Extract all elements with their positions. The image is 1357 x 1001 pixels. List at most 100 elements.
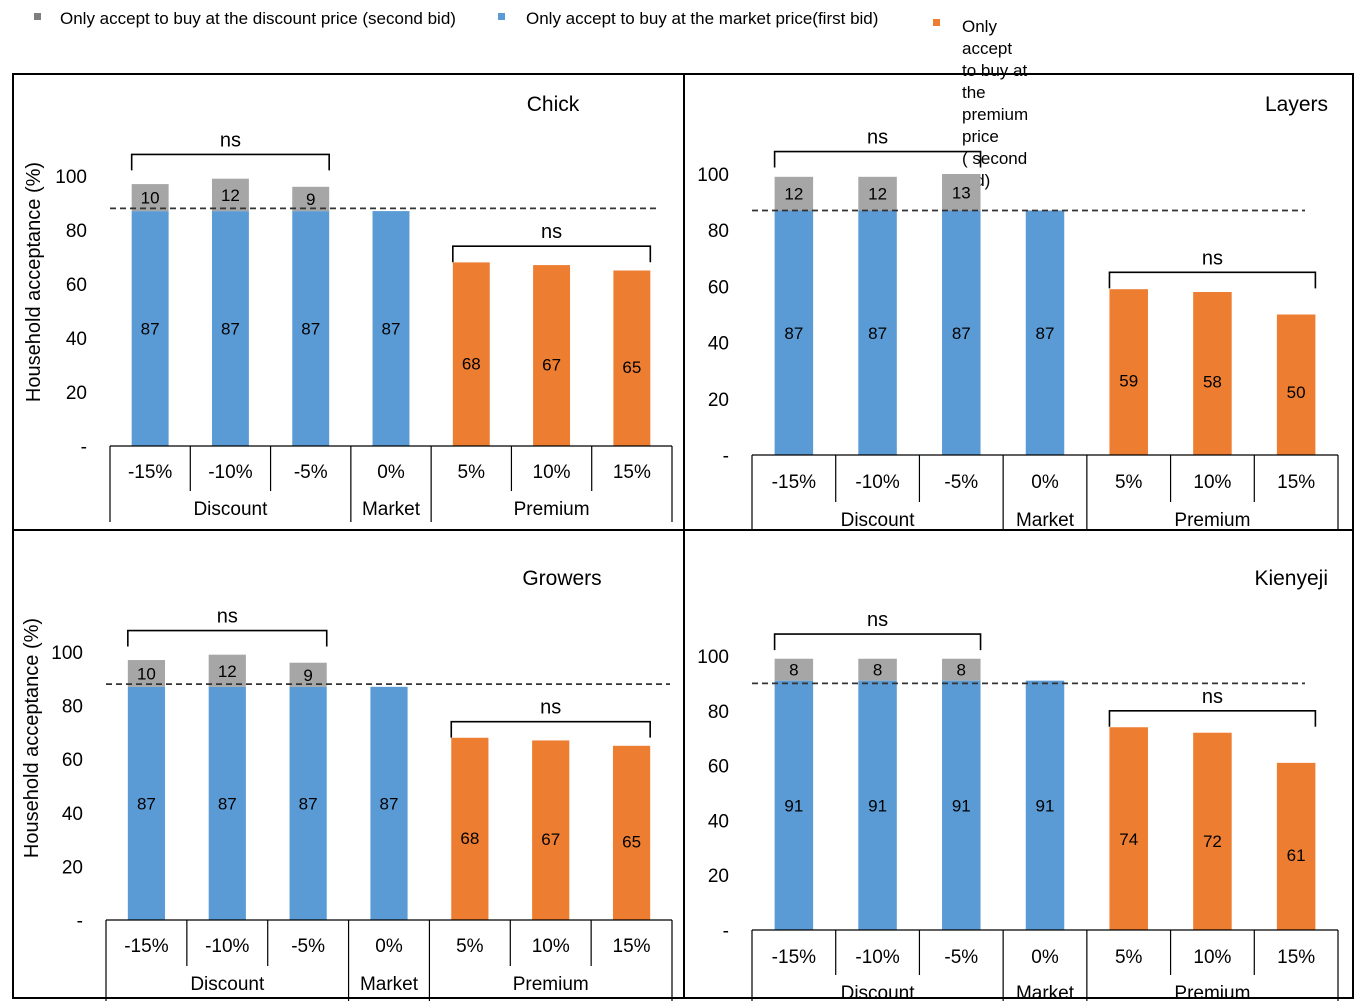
data-label-market: 87 bbox=[952, 324, 971, 343]
x-tick-label: 10% bbox=[1193, 947, 1231, 968]
bar-market bbox=[774, 680, 814, 930]
y-tick-label: - bbox=[77, 911, 83, 932]
data-label-market: 87 bbox=[1036, 324, 1055, 343]
y-tick-label: 60 bbox=[66, 275, 87, 296]
bar-premium bbox=[1276, 314, 1316, 455]
x-group-label: Premium bbox=[513, 974, 589, 995]
chart-title: Kienyeji bbox=[1254, 567, 1328, 590]
data-label-market: 91 bbox=[1036, 796, 1055, 815]
y-axis-label: Household acceptance (%) bbox=[21, 618, 43, 858]
data-label-discount: 9 bbox=[306, 190, 315, 209]
x-tick-label: -5% bbox=[944, 947, 978, 968]
bar-premium bbox=[1276, 762, 1316, 930]
x-tick-label: -10% bbox=[855, 947, 899, 968]
bar-market bbox=[942, 680, 981, 930]
significance-bracket bbox=[773, 633, 982, 651]
bar-discount bbox=[774, 176, 814, 211]
y-tick-label: 80 bbox=[62, 697, 83, 718]
horizontal-divider bbox=[12, 529, 1354, 531]
data-label-premium: 67 bbox=[541, 830, 560, 849]
data-label-market: 87 bbox=[137, 794, 156, 813]
x-group-label: Market bbox=[1016, 983, 1075, 1001]
x-group-label: Premium bbox=[1174, 983, 1250, 1001]
data-label-market: 87 bbox=[299, 794, 318, 813]
bar-market bbox=[208, 686, 246, 920]
bar-premium bbox=[1193, 292, 1232, 455]
x-tick-label: 0% bbox=[1031, 472, 1059, 493]
significance-label: ns bbox=[867, 609, 888, 631]
y-tick-label: 80 bbox=[708, 702, 729, 723]
chart-panel-kienyeji: Kienyeji - 20 40 60 80 100 91 8 91 8 91 8 91 74 72 61 -15… bbox=[697, 567, 1339, 1001]
y-tick-label: 100 bbox=[55, 167, 87, 188]
data-label-market: 91 bbox=[868, 796, 887, 815]
x-tick-label: 15% bbox=[1277, 472, 1315, 493]
y-tick-label: - bbox=[723, 446, 729, 467]
y-tick-label: 20 bbox=[708, 390, 729, 411]
significance-label: ns bbox=[1202, 247, 1223, 269]
bar-market bbox=[370, 686, 408, 920]
x-tick-label: -5% bbox=[944, 472, 978, 493]
data-label-discount: 12 bbox=[218, 662, 237, 681]
x-tick-label: -10% bbox=[208, 462, 252, 483]
data-label-market: 87 bbox=[221, 320, 240, 339]
y-tick-label: 40 bbox=[66, 329, 87, 350]
bar-discount bbox=[774, 658, 814, 681]
bar-market bbox=[942, 210, 981, 455]
legend-swatch-market bbox=[498, 13, 505, 20]
data-label-premium: 50 bbox=[1287, 383, 1306, 402]
bar-premium bbox=[1193, 732, 1232, 930]
y-tick-label: 60 bbox=[62, 750, 83, 771]
x-tick-label: 15% bbox=[1277, 947, 1315, 968]
y-tick-label: 100 bbox=[697, 165, 729, 186]
significance-label: ns bbox=[541, 221, 562, 243]
chart-panel-chick: Chick Household acceptance (%) - 20 40 60 80 10… bbox=[23, 93, 673, 522]
chart-title: Growers bbox=[522, 567, 601, 590]
bar-premium bbox=[612, 745, 651, 920]
y-tick-label: 100 bbox=[51, 643, 83, 664]
data-label-premium: 61 bbox=[1287, 846, 1306, 865]
bar-market bbox=[211, 211, 249, 446]
bar-market bbox=[289, 686, 327, 920]
data-label-market: 87 bbox=[382, 320, 401, 339]
data-label-premium: 65 bbox=[622, 358, 641, 377]
bar-discount bbox=[208, 654, 246, 687]
x-group-label: Premium bbox=[514, 499, 590, 520]
y-tick-label: 40 bbox=[708, 334, 729, 355]
bar-market bbox=[774, 210, 814, 455]
bar-market bbox=[858, 210, 897, 455]
x-tick-label: 5% bbox=[458, 462, 486, 483]
data-label-discount: 10 bbox=[137, 664, 156, 683]
bar-market bbox=[131, 211, 169, 446]
data-label-discount: 12 bbox=[221, 186, 240, 205]
x-tick-label: 15% bbox=[613, 936, 651, 957]
x-tick-label: -5% bbox=[291, 936, 325, 957]
data-label-premium: 58 bbox=[1203, 373, 1222, 392]
x-group-label: Market bbox=[1016, 510, 1075, 531]
data-label-premium: 67 bbox=[542, 356, 561, 375]
bar-market bbox=[1025, 210, 1065, 455]
bar-market bbox=[372, 211, 410, 446]
bar-discount bbox=[289, 662, 327, 687]
y-tick-label: 40 bbox=[62, 804, 83, 825]
x-group-label: Market bbox=[360, 974, 419, 995]
significance-bracket bbox=[1108, 710, 1317, 727]
bar-discount bbox=[858, 176, 897, 211]
legend-label-discount: Only accept to buy at the discount price… bbox=[60, 9, 456, 28]
significance-label: ns bbox=[220, 129, 241, 151]
x-group-label: Premium bbox=[1174, 510, 1250, 531]
data-label-premium: 68 bbox=[462, 354, 481, 373]
bar-market bbox=[292, 211, 330, 446]
y-tick-label: - bbox=[81, 437, 87, 458]
data-label-premium: 59 bbox=[1119, 371, 1138, 390]
chart-panel-layers: Layers - 20 40 60 80 100 87 12 87 12 87 13 87 59 58 50 -1… bbox=[697, 93, 1339, 531]
bar-premium bbox=[451, 737, 489, 920]
chart-title: Chick bbox=[527, 93, 580, 116]
y-tick-label: 100 bbox=[697, 647, 729, 668]
legend-label-premium: Only accept to buy at the premium price … bbox=[962, 17, 1029, 190]
y-tick-label: 20 bbox=[62, 857, 83, 878]
x-tick-label: 0% bbox=[377, 462, 405, 483]
x-tick-label: -5% bbox=[294, 462, 328, 483]
y-tick-label: 80 bbox=[708, 221, 729, 242]
significance-bracket bbox=[450, 720, 651, 738]
